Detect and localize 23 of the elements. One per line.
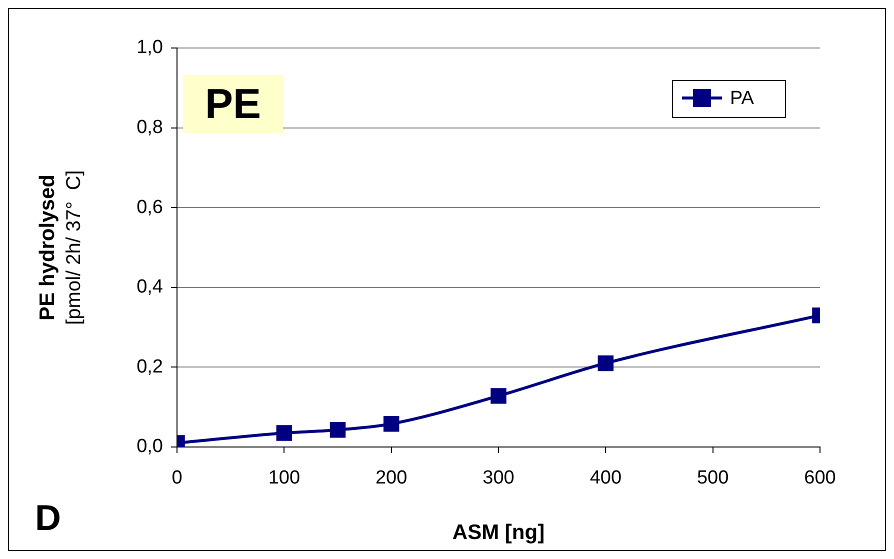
y-axis-title: PE hydrolysed [pmol/ 2h/ 37° C] bbox=[36, 170, 85, 325]
point bbox=[598, 355, 614, 372]
x-tick-label: 500 bbox=[696, 468, 729, 489]
annotation: PE bbox=[183, 75, 283, 133]
x-tick-label: 600 bbox=[804, 468, 836, 489]
x-tick-label: 100 bbox=[268, 468, 300, 489]
point bbox=[276, 425, 292, 441]
y-tick-label: 0,6 bbox=[136, 196, 163, 218]
x-tick-label: 0 bbox=[172, 468, 182, 489]
x-tick-label: 300 bbox=[482, 468, 514, 489]
x-tick-label: 200 bbox=[375, 468, 408, 489]
point bbox=[490, 388, 506, 404]
y-tick-label: 0,2 bbox=[136, 356, 163, 378]
x-axis-title: ASM [ng] bbox=[452, 521, 545, 544]
y-tick-label: 0,8 bbox=[136, 117, 163, 138]
text: D bbox=[35, 497, 61, 539]
legend-label: PA bbox=[730, 88, 754, 110]
y-tick-label: 0,0 bbox=[136, 436, 163, 458]
point bbox=[383, 416, 400, 432]
y-tick-label: 1,0 bbox=[136, 37, 163, 58]
y-tick-label: 0,4 bbox=[136, 276, 164, 298]
point bbox=[330, 422, 346, 438]
x-tick-label: 400 bbox=[590, 468, 622, 489]
